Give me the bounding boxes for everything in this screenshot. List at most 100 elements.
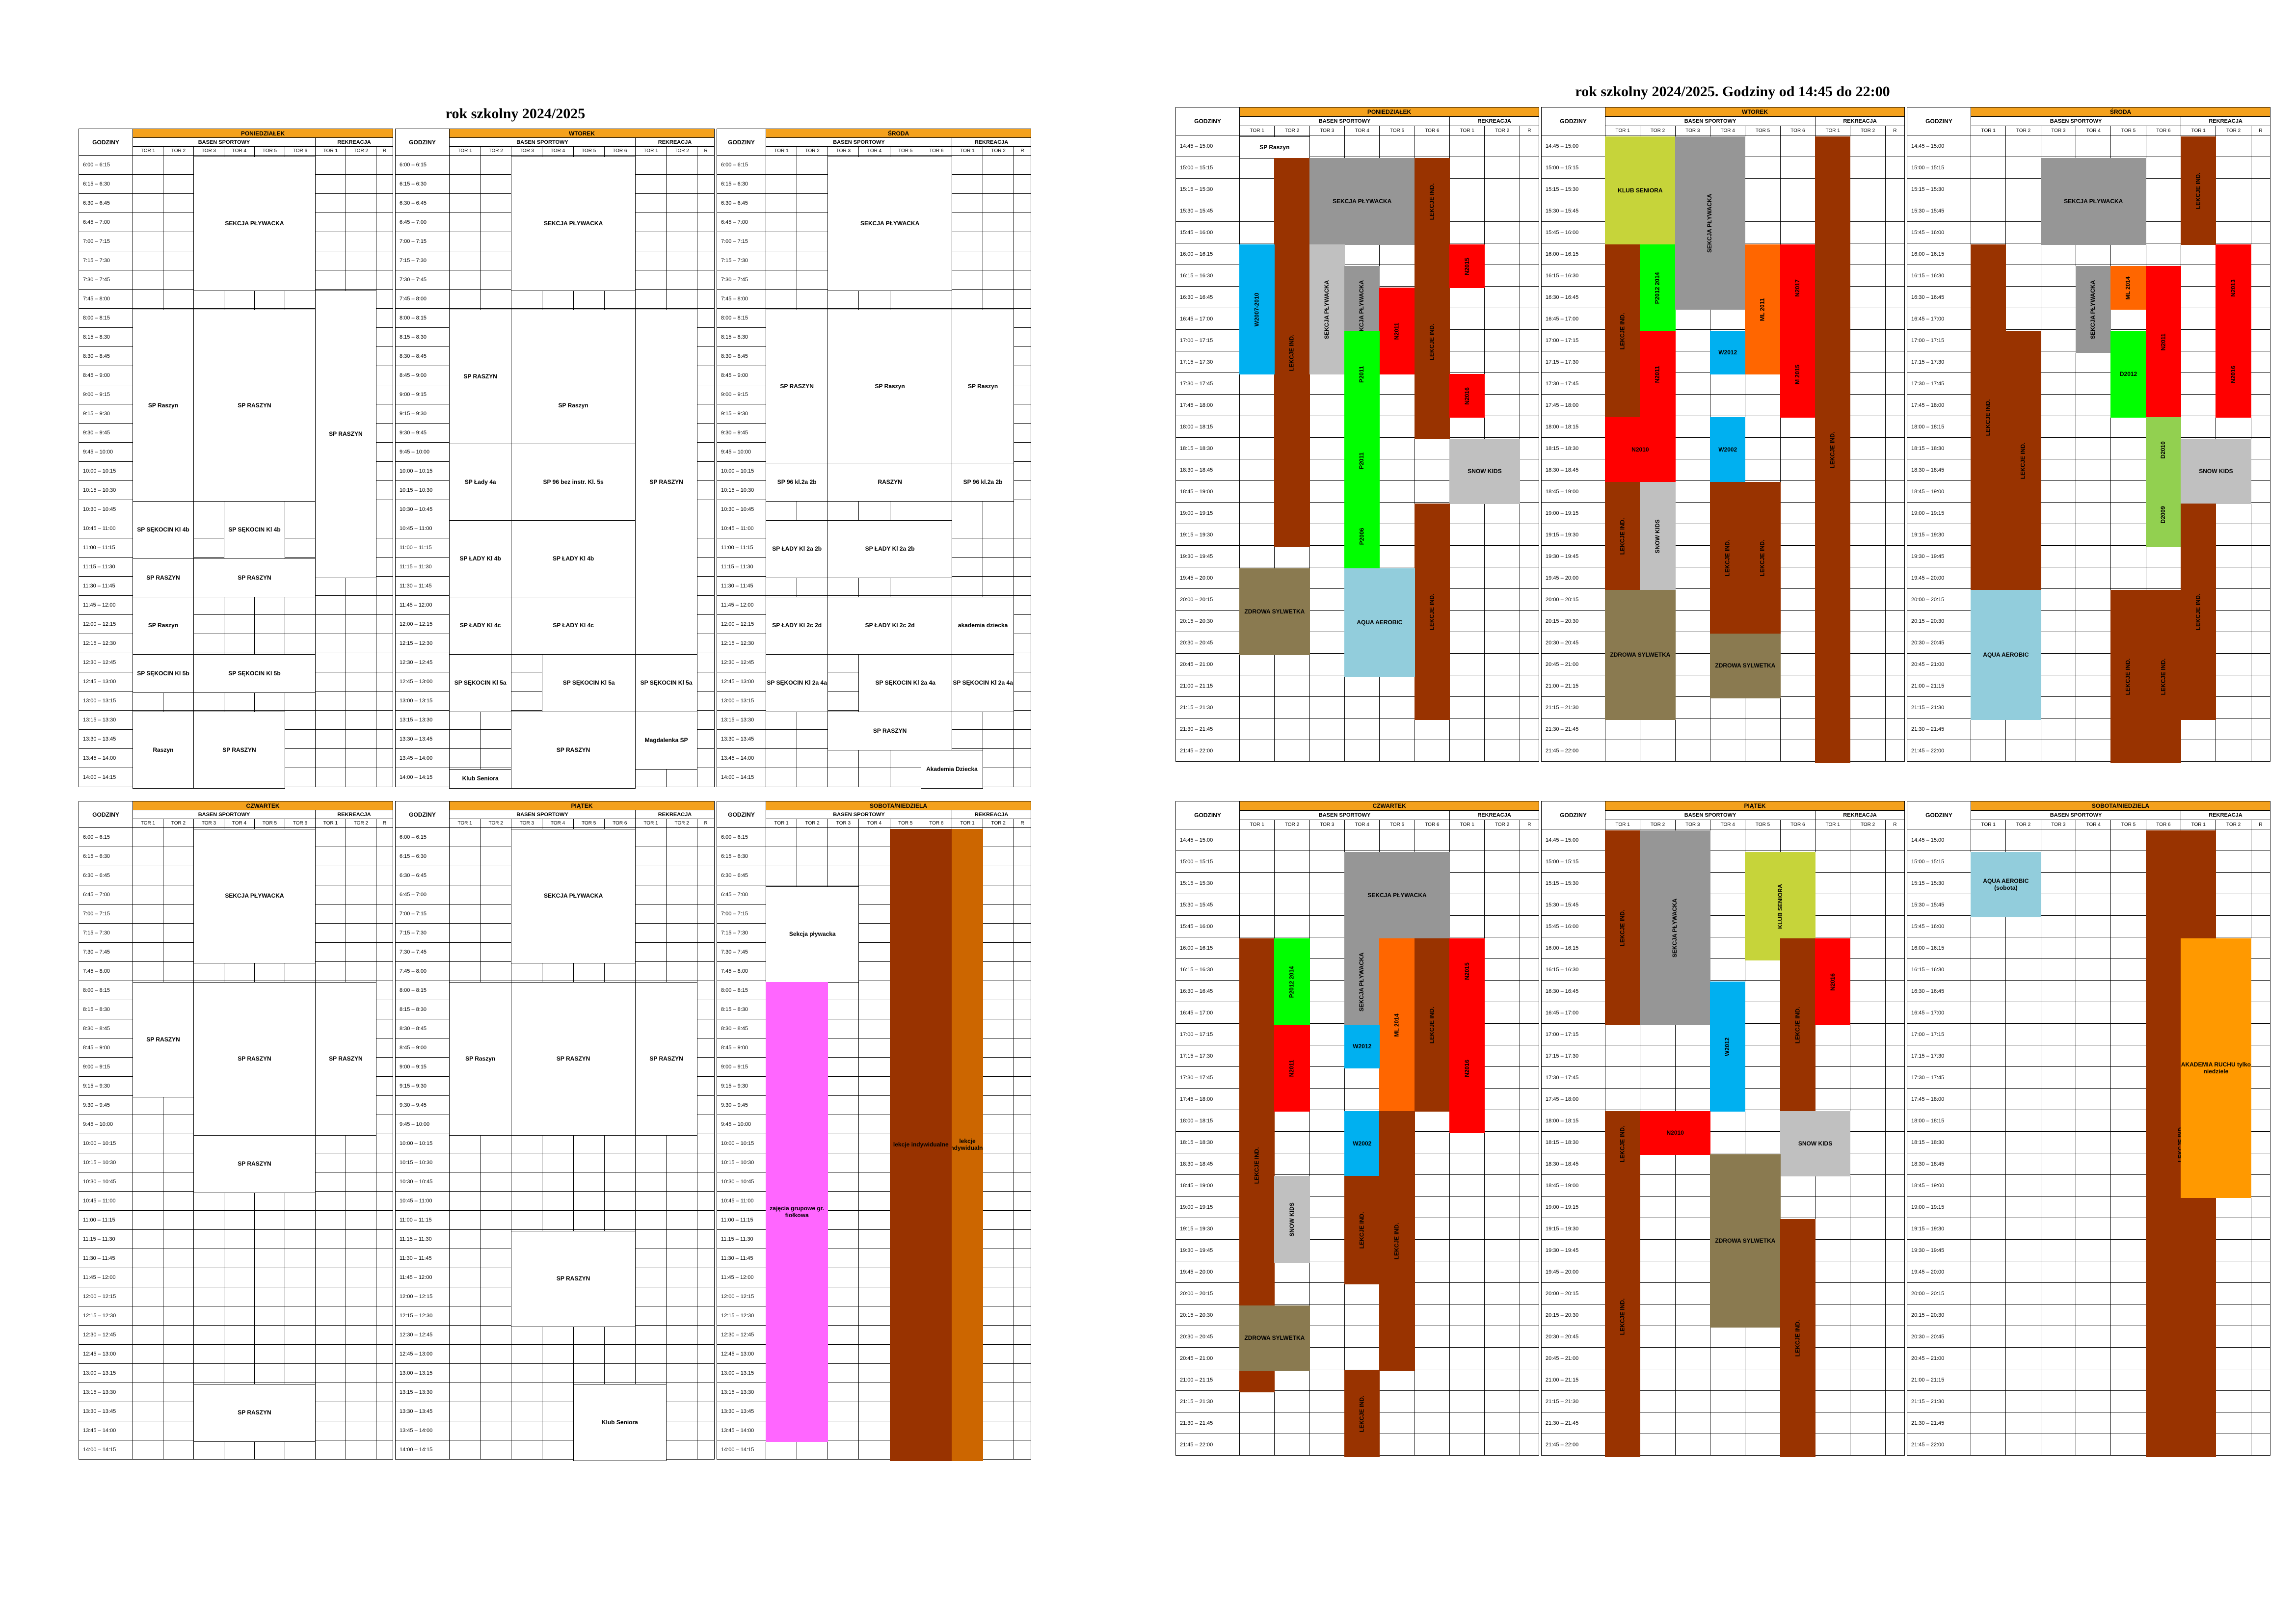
schedule-cell <box>345 193 376 213</box>
panel-czwartek-morning: GODZINY CZWARTEK BASEN SPORTOWY REKREACJA TO… <box>79 801 394 1460</box>
block-p2011-2: P2011 <box>1344 417 1380 504</box>
block-sekcja-lower: Sekcja pływacka <box>766 886 859 983</box>
block-p2012-czw: P2012 2014 <box>1274 938 1310 1025</box>
block-n2010: N2010 <box>1605 417 1676 482</box>
schedule-cell <box>697 155 715 175</box>
block-raszyn-pt-3: SP RASZYN <box>635 982 698 1136</box>
block-sekocin-5a-2: SP SĘKOCIN Kl 5a <box>542 654 636 712</box>
block-raszyn-sr-3-label: SP Raszyn <box>968 382 998 390</box>
schedule-cell <box>133 213 163 232</box>
block-raszyn-czw-2-label: SP RASZYN <box>238 1055 271 1062</box>
schedule-cell <box>697 289 715 309</box>
schedule-cell <box>697 614 715 634</box>
block-zdrowa: ZDROWA SYLWETKA <box>1239 568 1310 655</box>
block-lady-4c-label: SP ŁADY Kl 4c <box>459 622 501 629</box>
block-raszyn-pt-3-label: SP RASZYN <box>649 1055 683 1062</box>
schedule-cell <box>375 346 394 366</box>
schedule-cell <box>345 691 376 711</box>
block-lekcje-pt-4: LEKCJE IND. <box>1605 1176 1641 1457</box>
block-w-pt: W2012 <box>1710 982 1746 1112</box>
schedule-cell <box>375 213 394 232</box>
block-zajecia: zajęcia grupowe gr. fiołkowa <box>766 982 828 1442</box>
block-sekocin-4b-2-label: SP SĘKOCIN Kl 4b <box>228 526 281 533</box>
schedule-cell <box>635 289 667 309</box>
block-n2015-label: N2015 <box>1463 257 1470 275</box>
block-sekcja-wt-eve: SEKCJA PŁYWACKA <box>1675 136 1746 310</box>
time-slot: 11:30 – 11:45 <box>79 576 133 596</box>
block-sp96: SP 96 bez instr. Kl. 5s <box>511 444 636 521</box>
block-aqua-label: AQUA AEROBIC <box>1357 618 1403 626</box>
block-d2010-label: D2010 <box>2159 441 2166 459</box>
schedule-cell <box>697 461 715 481</box>
block-raszyn: Raszyn <box>133 712 194 789</box>
block-p2011-label: P2011 <box>1358 366 1365 383</box>
schedule-cell <box>697 346 715 366</box>
schedule-cell <box>375 155 394 175</box>
block-raszyn-pt-4-label: SP RASZYN <box>556 1275 590 1282</box>
block-w2002-czw: W2002 <box>1344 1111 1380 1176</box>
block-sekocin-5b-2: SP SĘKOCIN Kl 5b <box>193 654 316 693</box>
panel-sroda-evening: GODZINY ŚRODA BASEN SPORTOWY REKREACJA TOR 1… <box>1907 107 2271 763</box>
schedule-cell <box>666 213 698 232</box>
block-sekocin-2a4a-2-label: SP SĘKOCIN Kl 2a 4a <box>875 679 935 687</box>
time-slot: 6:15 – 6:30 <box>395 174 450 194</box>
block-n2011-czw-label: N2011 <box>1288 1060 1295 1077</box>
block-sekocin-5a-label: SP SĘKOCIN Kl 5a <box>454 679 507 687</box>
schedule-cell <box>697 480 715 500</box>
schedule-cell <box>697 442 715 462</box>
table-row: 13:00 – 13:15 <box>79 691 394 711</box>
block-raszyn-sr-5-label: SP RASZYN <box>873 727 907 734</box>
block-lekcje-wt-2-label: LEKCJE IND. <box>1619 518 1626 555</box>
block-lekcje-czw-2-label: LEKCJE IND. <box>1428 1007 1435 1043</box>
schedule-cell <box>284 748 316 768</box>
block-w2002: W2002 <box>1710 417 1746 482</box>
time-slot: 8:30 – 8:45 <box>395 346 450 366</box>
block-sek-small-2-label: SEKCJA PŁYWACKA <box>1358 280 1365 339</box>
block-ml2014: ML 2014 <box>2110 266 2146 310</box>
schedule-cell <box>480 270 512 290</box>
block-sek-sr-label: SEKCJA PŁYWACKA <box>2089 280 2097 339</box>
schedule-cell <box>697 174 715 194</box>
time-slot: 9:30 – 9:45 <box>395 423 450 443</box>
schedule-cell <box>697 595 715 615</box>
time-slot: 12:45 – 13:00 <box>79 672 133 692</box>
block-sekocin-4b: SP SĘKOCIN Kl 4b <box>133 501 194 559</box>
time-slot: 13:45 – 14:00 <box>79 748 133 768</box>
block-sekcja-sr-eve: SEKCJA PŁYWACKA <box>2040 158 2146 245</box>
panel-wtorek-morning: GODZINY WTOREK BASEN SPORTOWY REKREACJA TOR … <box>395 129 715 789</box>
block-sekocin-5a-2-label: SP SĘKOCIN Kl 5a <box>562 679 615 687</box>
block-lekcje-4-label: LEKCJE IND. <box>1428 593 1435 630</box>
schedule-cell <box>697 232 715 251</box>
block-sp-raszyn-6-label: SP RASZYN <box>222 746 256 753</box>
time-slot: 9:00 – 9:15 <box>79 385 133 404</box>
panel-poniedzialek-morning: GODZINY PONIEDZIAŁEK BASEN SPORTOWY REKREAC… <box>79 129 394 789</box>
block-sekcja-czw-eve: SEKCJA PŁYWACKA <box>1344 852 1450 939</box>
time-slot: 12:15 – 12:30 <box>79 634 133 653</box>
block-lekcje-2: LEKCJE IND. <box>1414 158 1450 245</box>
block-sp-raszyn-4: SP RASZYN <box>193 559 316 597</box>
block-lekcje-3-label: LEKCJE IND. <box>1428 323 1435 360</box>
block-w2007-label: W2007-2010 <box>1253 293 1260 326</box>
block-ml2014-czw: ML 2014 <box>1379 938 1415 1112</box>
panel-sroda-morning: GODZINY ŚRODA BASEN SPORTOWY REKREACJA TOR 1… <box>717 129 1032 789</box>
schedule-cell <box>449 193 481 213</box>
block-sekcja-eve: SEKCJA PŁYWACKA <box>1309 158 1415 245</box>
block-raszyn-sr-4: RASZYN <box>828 463 952 502</box>
block-zdrowa-pt-label: ZDROWA SYLWETKA <box>1715 1237 1776 1244</box>
block-lekcje-pt-1-label: LEKCJE IND. <box>1619 909 1626 946</box>
block-n2016-pt: N2016 <box>1815 938 1851 1025</box>
schedule-cell <box>635 155 667 175</box>
godziny-header: GODZINY <box>79 129 133 156</box>
block-klub-seniora-up: KLUB SENIORA <box>1605 136 1676 245</box>
schedule-cell <box>375 270 394 290</box>
time-slot: 9:15 – 9:30 <box>79 404 133 424</box>
block-n2011-wt-label: N2011 <box>1654 366 1661 383</box>
schedule-cell <box>375 232 394 251</box>
block-lekcje-czw-5: LEKCJE IND. <box>1344 1370 1380 1457</box>
time-slot: 13:00 – 13:15 <box>395 691 450 711</box>
block-lekcje-wt-1: LEKCJE IND. <box>1605 244 1641 418</box>
block-lekcje-sr-5: LEKCJE IND. <box>2145 590 2182 763</box>
block-snow-pt-label: SNOW KIDS <box>1798 1140 1833 1147</box>
block-lekcje-czw-4-label: LEKCJE IND. <box>1393 1223 1400 1259</box>
schedule-cell <box>375 672 394 692</box>
